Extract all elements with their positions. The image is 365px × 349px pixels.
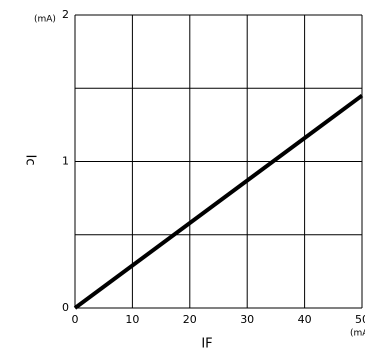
x-tick-label: 50 [355, 313, 365, 326]
x-tick-label: 20 [183, 313, 197, 326]
y-axis-label: Ic [23, 155, 38, 166]
x-unit: (mA) [350, 329, 365, 339]
y-unit: (mA) [34, 15, 56, 25]
y-tick-label: 0 [62, 301, 69, 314]
data-line [73, 93, 364, 310]
y-tick-label: 1 [62, 155, 69, 168]
x-tick-label: 30 [240, 313, 254, 326]
x-tick-label: 10 [125, 313, 139, 326]
x-tick-label: 40 [298, 313, 312, 326]
x-tick-label: 0 [72, 313, 79, 326]
x-axis-label: IF [201, 337, 212, 349]
y-tick-label: 2 [62, 8, 69, 21]
